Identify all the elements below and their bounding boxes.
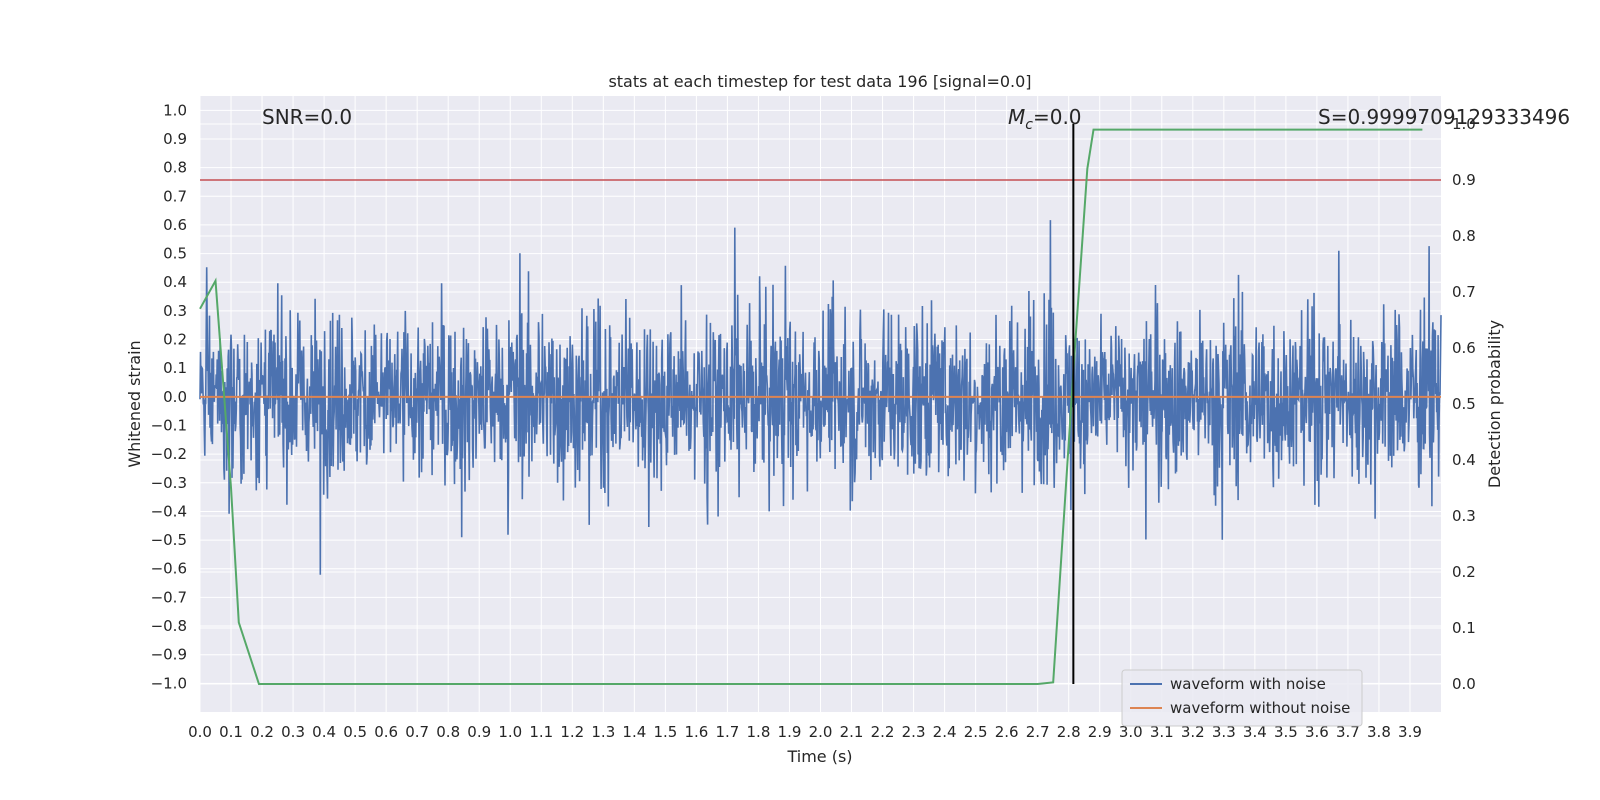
right-y-axis-label: Detection probability [1485,320,1504,488]
x-tick-label: 3.3 [1212,723,1236,741]
y-tick-label-left: −0.7 [151,588,187,606]
legend-label-without-noise: waveform without noise [1170,699,1350,717]
y-tick-label-left: −0.5 [151,531,187,549]
legend: waveform with noise waveform without noi… [1121,669,1363,727]
y-tick-label-left: −0.1 [151,416,187,434]
x-tick-label: 3.4 [1243,723,1267,741]
mc-symbol: M [1008,105,1025,129]
x-tick-label: 2.1 [840,723,864,741]
x-tick-label: 2.9 [1088,723,1112,741]
x-tick-label: 1.2 [560,723,584,741]
legend-label-with-noise: waveform with noise [1170,675,1326,693]
detection-probability-line [199,128,1423,685]
x-tick-label: 0.7 [405,723,429,741]
right-y-tick-labels: 1.0 0.9 0.8 0.7 0.6 0.5 0.4 0.3 0.2 0.1 0.0 [1452,115,1476,693]
x-tick-label: 3.5 [1274,723,1298,741]
left-y-tick-labels: 1.0 0.9 0.8 0.7 0.6 0.5 0.4 0.3 0.2 0.1 0.0 −0.1 −0.… [151,101,187,692]
x-tick-label: 2.2 [871,723,895,741]
y-tick-label-right: 0.6 [1452,339,1476,357]
x-tick-label: 1.0 [498,723,522,741]
x-tick-label: 0.9 [467,723,491,741]
y-tick-label-right: 0.2 [1452,563,1476,581]
y-tick-label-left: 0.6 [163,216,187,234]
x-tick-label: 1.4 [622,723,646,741]
y-tick-label-left: −0.2 [151,445,187,463]
x-tick-label: 0.4 [312,723,336,741]
x-tick-label: 2.0 [809,723,833,741]
y-tick-label-right: 0.5 [1452,395,1476,413]
waveform-with-noise-line [199,220,1442,575]
x-tick-label: 3.1 [1150,723,1174,741]
y-tick-label-left: 1.0 [163,101,187,119]
x-tick-label: 2.7 [1026,723,1050,741]
x-tick-label: 1.8 [747,723,771,741]
series-waveform-with-noise [199,220,1442,575]
y-tick-label-right: 0.0 [1452,675,1476,693]
y-tick-label-left: −0.8 [151,617,187,635]
y-tick-label-left: 0.5 [163,245,187,263]
y-tick-label-right: 0.7 [1452,283,1476,301]
x-tick-label: 1.7 [715,723,739,741]
x-tick-label: 0.6 [374,723,398,741]
x-tick-label: 1.6 [684,723,708,741]
y-tick-label-right: 1.0 [1452,115,1476,133]
x-tick-label: 0.8 [436,723,460,741]
y-tick-label-left: 0.3 [163,302,187,320]
left-y-axis-label: Whitened strain [125,340,144,467]
y-tick-label-left: 0.7 [163,187,187,205]
x-tick-label: 3.8 [1367,723,1391,741]
y-tick-label-right: 0.9 [1452,171,1476,189]
x-tick-label: 2.4 [933,723,957,741]
y-tick-label-left: 0.9 [163,130,187,148]
x-tick-label: 3.6 [1305,723,1329,741]
x-tick-label: 1.9 [778,723,802,741]
x-tick-label: 0.0 [188,723,212,741]
y-tick-label-right: 0.1 [1452,619,1476,637]
x-tick-label: 0.3 [281,723,305,741]
x-tick-label: 2.6 [995,723,1019,741]
x-tick-label: 0.5 [343,723,367,741]
y-tick-label-left: −0.6 [151,560,187,578]
x-tick-label: 1.3 [591,723,615,741]
mc-value: =0.0 [1033,105,1082,129]
y-tick-label-left: 0.8 [163,159,187,177]
x-tick-label: 2.8 [1057,723,1081,741]
x-tick-label: 2.5 [964,723,988,741]
chart-title: stats at each timestep for test data 196… [608,72,1031,91]
x-axis-label: Time (s) [786,747,852,766]
x-tick-label: 1.5 [653,723,677,741]
x-tick-label: 2.3 [902,723,926,741]
y-tick-label-right: 0.4 [1452,451,1476,469]
y-tick-label-left: −0.4 [151,502,187,520]
y-tick-label-left: 0.1 [163,359,187,377]
x-tick-label: 3.2 [1181,723,1205,741]
mc-annotation: Mc=0.0 [1008,105,1082,133]
x-tick-label: 3.9 [1398,723,1422,741]
x-tick-label: 3.7 [1336,723,1360,741]
x-tick-label: 3.0 [1119,723,1143,741]
x-tick-label: 1.1 [529,723,553,741]
y-tick-label-left: 0.2 [163,331,187,349]
y-tick-label-left: −0.3 [151,474,187,492]
y-tick-label-right: 0.8 [1452,227,1476,245]
y-tick-label-left: −0.9 [151,646,187,664]
x-tick-labels: 0.0 0.1 0.2 0.3 0.4 0.5 0.6 0.7 0.8 0.9 1.0 1.1 1.2 1… [188,723,1422,741]
y-tick-label-left: −1.0 [151,674,187,692]
x-tick-label: 0.2 [250,723,274,741]
y-tick-label-right: 0.3 [1452,507,1476,525]
y-tick-label-left: 0.0 [163,388,187,406]
mc-subscript: c [1025,117,1033,133]
legend-box [1121,669,1363,727]
y-tick-label-left: 0.4 [163,273,187,291]
s-annotation: S=0.9999709129333496 [1318,105,1570,129]
overlay-lines [199,124,1441,685]
snr-annotation: SNR=0.0 [262,105,352,129]
x-tick-label: 0.1 [219,723,243,741]
